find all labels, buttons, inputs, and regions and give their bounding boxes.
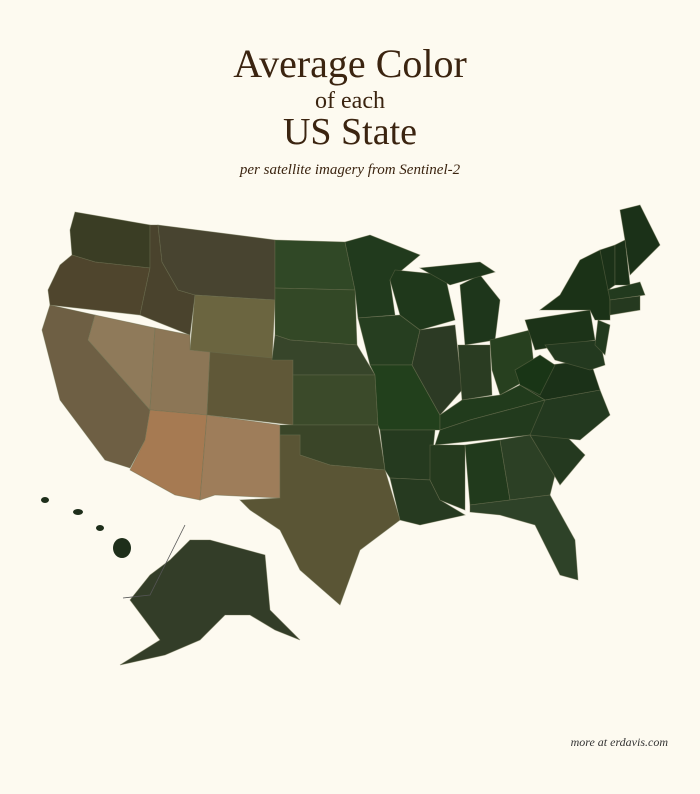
state-sd [274,287,358,346]
state-or [47,254,151,316]
footer-credit: more at erdavis.com [570,735,668,749]
state-wy [189,294,276,361]
state-pa [524,309,596,351]
state-hi-island [73,509,83,515]
state-nd [274,239,356,291]
state-ct [609,295,641,316]
state-me [619,204,661,276]
state-md [544,339,606,371]
state-ny [538,249,611,321]
state-mn [344,234,421,319]
state-hi-island [113,538,131,558]
state-ar [379,429,436,481]
state-il [411,324,463,416]
state-nj [594,319,611,356]
state-ks [292,374,379,426]
state-ak [119,539,301,666]
subtitle: per satellite imagery from Sentinel-2 [239,162,461,178]
state-tx [239,434,401,606]
state-mi [459,274,501,346]
title-line-2: of each [315,88,385,114]
state-ga [499,434,556,501]
state-in [457,344,493,401]
state-hi-island [96,525,104,531]
inset-divider-line [122,524,186,599]
state-nm [199,414,281,501]
state-ma [607,281,646,301]
state-co [206,351,294,426]
state-hi-island [41,497,49,503]
state-ms [429,444,466,511]
title-line-3: US State [282,111,418,153]
state-mi [418,261,496,286]
state-wv [514,354,556,396]
title-line-1: Average Color [233,41,467,86]
state-fl [469,494,579,581]
